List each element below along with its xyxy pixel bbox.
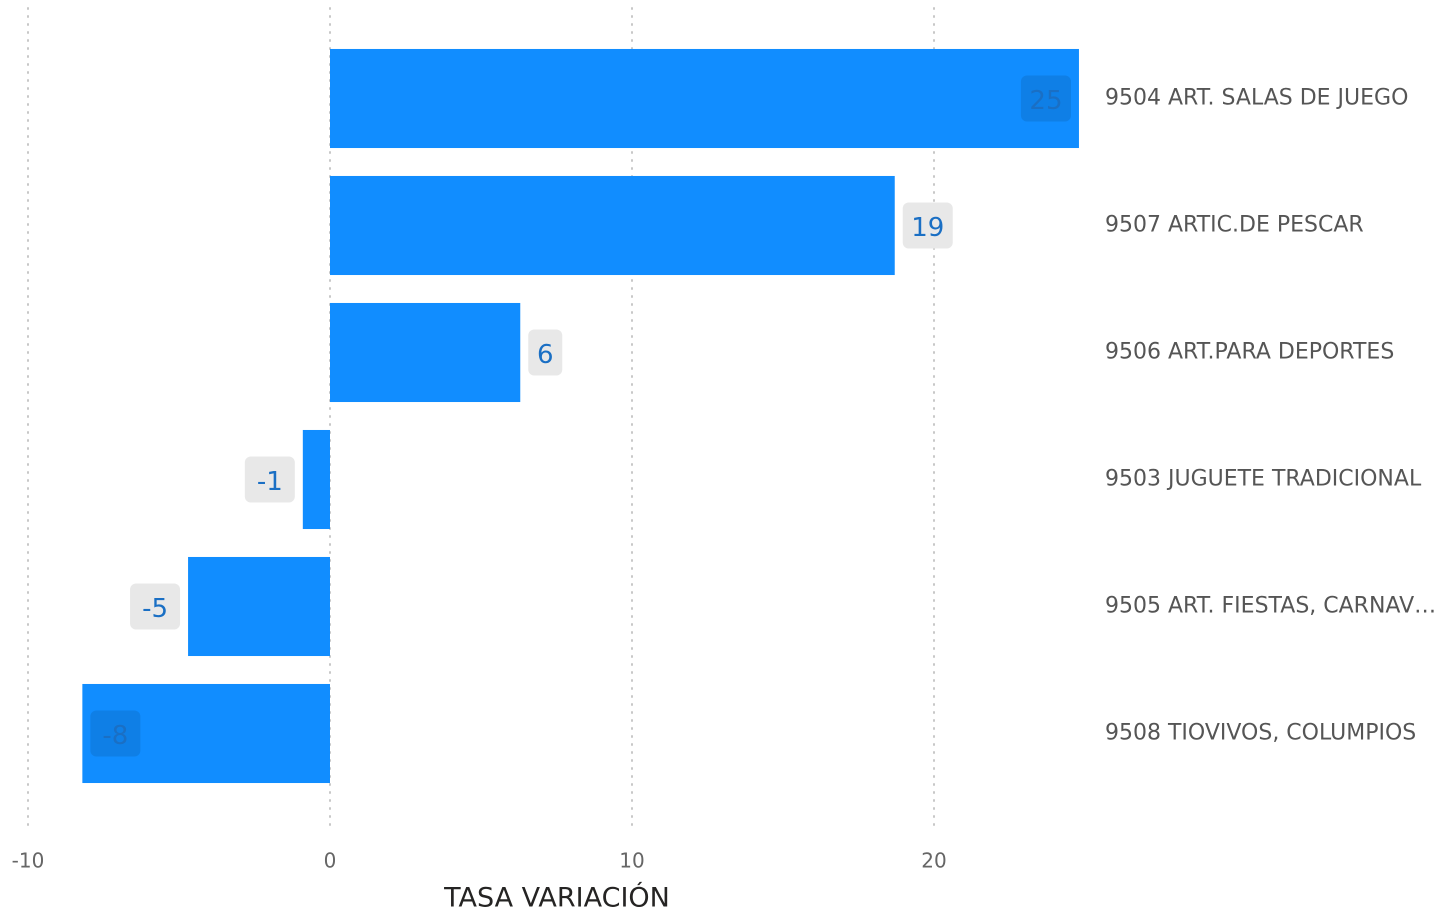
y-tick-label: 9506 ART.PARA DEPORTES: [1105, 340, 1394, 365]
data-label: 19: [911, 213, 944, 243]
bar: [330, 48, 1079, 149]
data-label: 25: [1029, 86, 1062, 116]
x-tick-label: 20: [921, 849, 946, 873]
data-label-box: [902, 202, 953, 249]
data-label: -1: [257, 467, 283, 497]
data-label: 6: [537, 340, 554, 370]
data-label-box: [1020, 75, 1071, 122]
y-tick-label: 9503 JUGUETE TRADICIONAL: [1105, 467, 1422, 492]
bar: [330, 302, 521, 403]
bar: [188, 556, 330, 657]
x-tick-label: 10: [619, 849, 644, 873]
data-label-box: [528, 329, 563, 376]
data-label-box: [244, 456, 295, 503]
y-tick-label: 9504 ART. SALAS DE JUEGO: [1105, 86, 1408, 111]
data-label: -5: [142, 594, 168, 624]
bar: [330, 175, 895, 276]
data-label-box: [90, 710, 141, 757]
bar: [302, 429, 330, 530]
x-tick-label: -10: [12, 849, 45, 873]
data-label-box: [130, 583, 181, 630]
data-label: -8: [102, 721, 128, 751]
x-axis-title: TASA VARIACIÓN: [443, 882, 670, 914]
y-tick-label: 9508 TIOVIVOS, COLUMPIOS: [1105, 721, 1416, 746]
x-tick-label: 0: [324, 849, 337, 873]
y-tick-label: 9505 ART. FIESTAS, CARNAV…: [1105, 594, 1436, 619]
y-tick-label: 9507 ARTIC.DE PESCAR: [1105, 213, 1364, 238]
